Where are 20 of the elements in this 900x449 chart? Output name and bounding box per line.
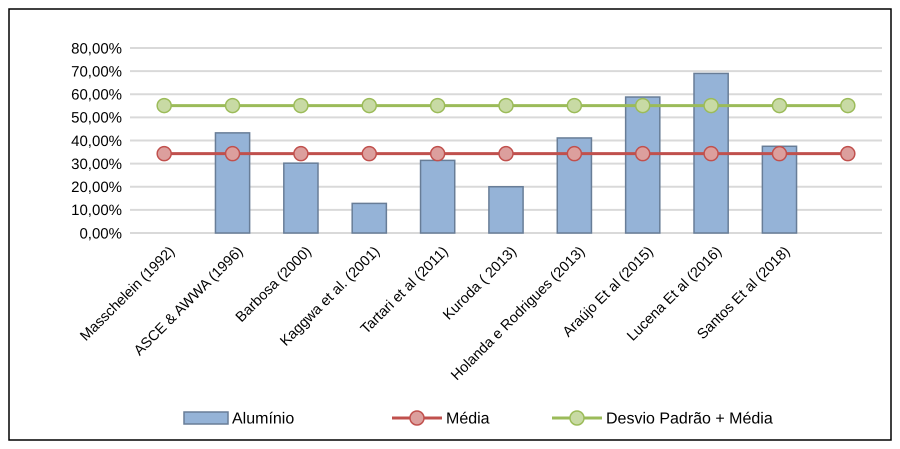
bar (488, 186, 524, 234)
y-tick-label: 0,00% (79, 225, 122, 242)
y-tick-label: 80,00% (71, 40, 122, 58)
bar (556, 137, 592, 234)
y-tick-label: 10,00% (71, 202, 122, 220)
bar (762, 146, 798, 234)
bar (351, 202, 388, 234)
y-tick-label: 20,00% (71, 179, 122, 196)
legend-label: Média (446, 410, 490, 428)
bar (693, 72, 729, 234)
bar (420, 160, 456, 234)
y-tick-label: 30,00% (71, 156, 122, 173)
bar (214, 132, 250, 234)
y-tick-label: 70,00% (71, 63, 122, 80)
legend-label: Alumínio (232, 410, 294, 428)
y-tick-label: 60,00% (71, 86, 122, 104)
bar (283, 162, 319, 234)
y-tick-label: 50,00% (71, 110, 122, 127)
legend-label: Desvio Padrão + Média (606, 410, 773, 428)
y-tick-label: 40,00% (71, 132, 122, 150)
